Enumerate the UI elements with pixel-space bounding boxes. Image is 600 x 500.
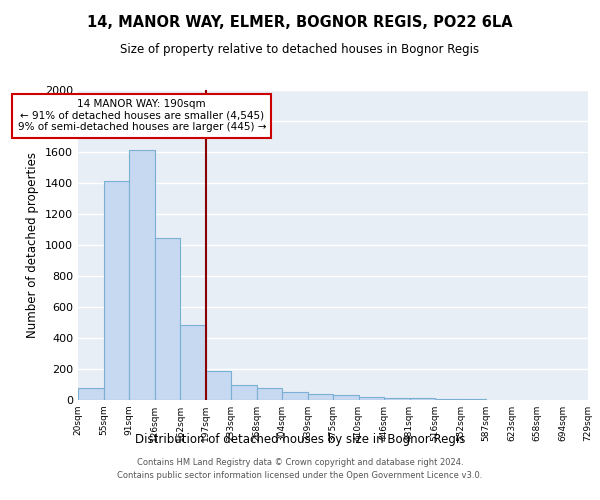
Bar <box>231 384 257 400</box>
Text: 14 MANOR WAY: 190sqm
← 91% of detached houses are smaller (4,545)
9% of semi-det: 14 MANOR WAY: 190sqm ← 91% of detached h… <box>17 100 266 132</box>
Text: Contains HM Land Registry data © Crown copyright and database right 2024.
Contai: Contains HM Land Registry data © Crown c… <box>118 458 482 480</box>
Bar <box>435 399 461 400</box>
Bar <box>78 388 104 400</box>
Bar <box>282 392 308 400</box>
Bar <box>205 370 231 400</box>
Text: Distribution of detached houses by size in Bognor Regis: Distribution of detached houses by size … <box>135 432 465 446</box>
Text: 14, MANOR WAY, ELMER, BOGNOR REGIS, PO22 6LA: 14, MANOR WAY, ELMER, BOGNOR REGIS, PO22… <box>87 15 513 30</box>
Bar <box>333 396 359 400</box>
Bar <box>359 397 384 400</box>
Bar <box>461 399 486 400</box>
Bar <box>257 388 282 400</box>
Bar <box>384 398 409 400</box>
Bar <box>180 325 205 400</box>
Text: Size of property relative to detached houses in Bognor Regis: Size of property relative to detached ho… <box>121 42 479 56</box>
Bar <box>129 150 155 400</box>
Bar <box>104 180 129 400</box>
Bar <box>308 394 333 400</box>
Bar <box>155 238 180 400</box>
Y-axis label: Number of detached properties: Number of detached properties <box>26 152 40 338</box>
Bar <box>409 398 435 400</box>
